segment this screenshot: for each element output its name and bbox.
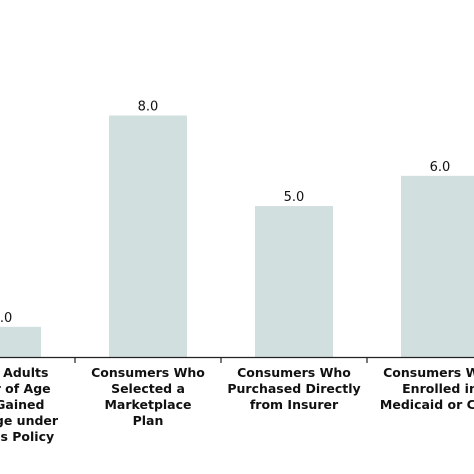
category-label-1-line-5: Parent's Policy xyxy=(0,429,54,444)
category-label-2-line-3: Marketplace xyxy=(104,397,191,412)
category-label-2-line-2: Selected a xyxy=(111,381,185,396)
bar-value-label-2: 8.0 xyxy=(138,99,159,114)
x-ticks-layer xyxy=(74,357,368,363)
bar-value-label-3: 5.0 xyxy=(284,190,305,205)
category-label-4-line-1: Consumers Who xyxy=(383,365,474,380)
bar-value-label-1: 1.0 xyxy=(0,311,12,326)
category-label-4-line-2: Enrolled in xyxy=(402,381,474,396)
category-label-1-line-4: Coverage under xyxy=(0,413,59,428)
category-label-1: Young Adults<26 Yr of AgeWho GainedCover… xyxy=(0,365,59,444)
category-label-3-line-2: Purchased Directly xyxy=(227,381,360,396)
category-label-4-line-3: Medicaid or CHIP xyxy=(380,397,474,412)
category-label-3-line-1: Consumers Who xyxy=(237,365,351,380)
category-label-1-line-1: Young Adults xyxy=(0,365,48,380)
category-label-3-line-3: from Insurer xyxy=(250,397,339,412)
category-label-2-line-4: Plan xyxy=(133,413,164,428)
bar-2 xyxy=(109,115,187,357)
bar-4 xyxy=(401,175,474,357)
bar-value-label-4: 6.0 xyxy=(430,160,451,175)
category-label-2: Consumers Who Selected a Marketplace Plan xyxy=(91,365,205,428)
category-labels-layer: Young Adults<26 Yr of AgeWho GainedCover… xyxy=(0,365,474,444)
category-label-1-line-2: <26 Yr of Age xyxy=(0,381,51,396)
category-label-1-line-3: Who Gained xyxy=(0,397,44,412)
category-label-3: Consumers Who Purchased Directly from Insu… xyxy=(227,365,360,412)
bars-layer xyxy=(0,115,474,357)
category-label-2-line-1: Consumers Who xyxy=(91,365,205,380)
value-labels-layer: 1.0 8.0 5.0 6.0 xyxy=(0,99,450,325)
bar-1 xyxy=(0,326,41,357)
bar-3 xyxy=(255,206,333,357)
